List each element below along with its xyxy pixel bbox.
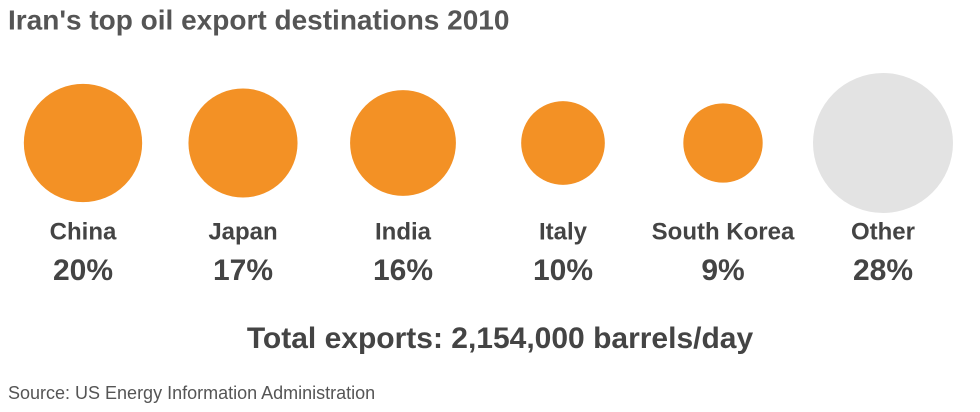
bubble xyxy=(813,73,953,213)
category-label: Italy xyxy=(539,218,588,245)
value-label: 20% xyxy=(53,254,113,287)
value-label: 28% xyxy=(853,254,913,287)
value-label: 10% xyxy=(533,254,593,287)
category-label: South Korea xyxy=(652,218,795,245)
bubble xyxy=(521,101,605,185)
value-label: 16% xyxy=(373,254,433,287)
category-label: Japan xyxy=(208,218,277,245)
total-note: Total exports: 2,154,000 barrels/day xyxy=(247,322,754,355)
value-label: 17% xyxy=(213,254,273,287)
category-label: India xyxy=(375,218,432,245)
source: Source: US Energy Information Administra… xyxy=(8,383,375,403)
bubble xyxy=(350,90,456,196)
bubble xyxy=(188,88,298,198)
bubble xyxy=(683,103,763,183)
bubble xyxy=(23,83,143,203)
category-label: China xyxy=(50,218,117,245)
value-label: 9% xyxy=(701,254,744,287)
chart-title: Iran's top oil export destinations 2010 xyxy=(8,4,509,35)
category-label: Other xyxy=(851,218,915,245)
